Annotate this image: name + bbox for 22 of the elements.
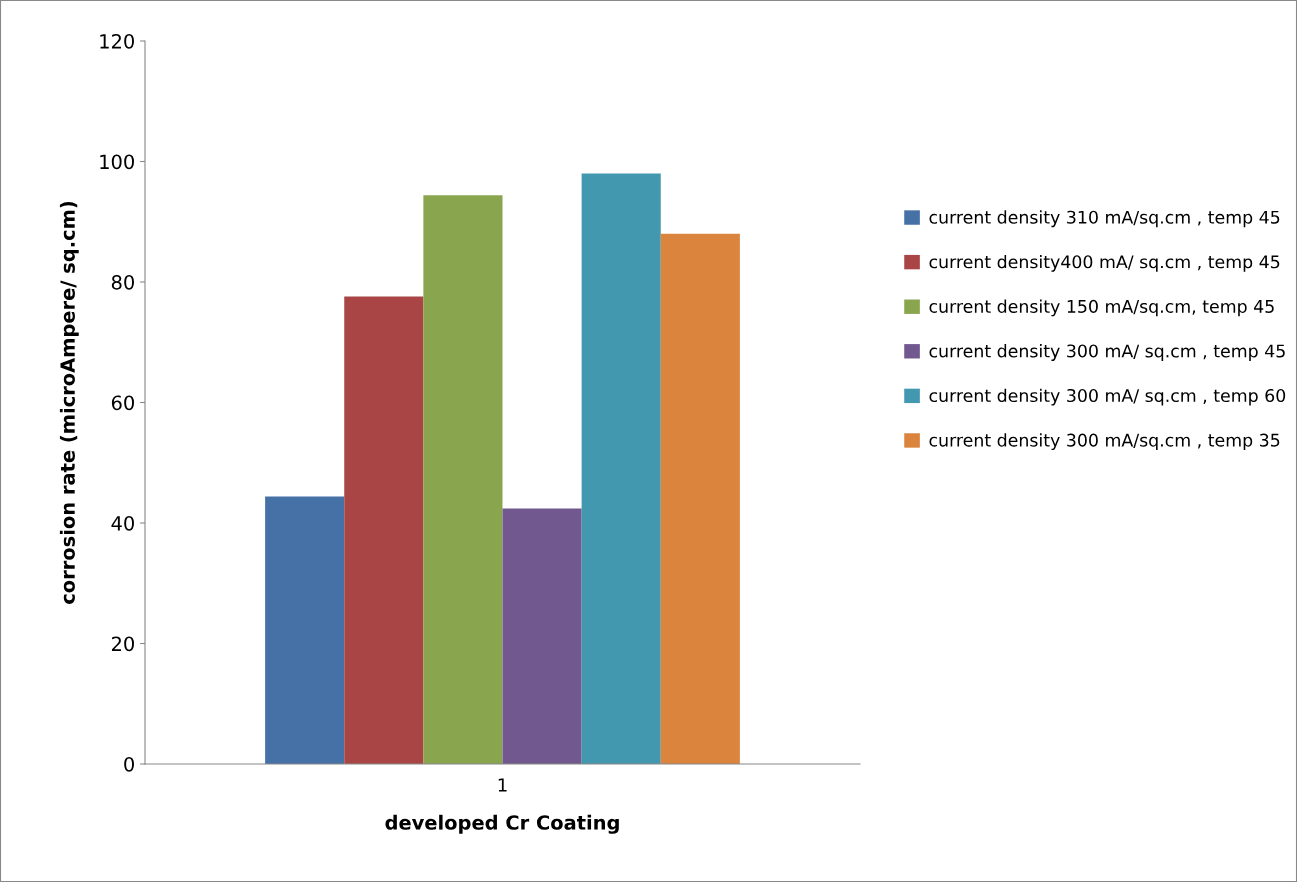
y-tick-label: 0 — [124, 756, 134, 772]
legend-label: current density400 mA/ sq.cm , temp 45 — [929, 254, 1280, 272]
bar — [423, 195, 503, 764]
legend-label: current density 300 mA/ sq.cm , temp 60 — [929, 388, 1286, 406]
y-tick-label: 20 — [111, 636, 134, 652]
y-tick-label: 100 — [100, 154, 134, 170]
x-tick-label: 1 — [498, 778, 507, 792]
legend-label: current density 310 mA/sq.cm , temp 45 — [929, 210, 1280, 228]
bar — [344, 296, 424, 764]
y-tick-label: 80 — [111, 274, 134, 290]
x-axis-title: developed Cr Coating — [385, 814, 619, 834]
legend-label: current density 300 mA/sq.cm , temp 35 — [929, 433, 1280, 451]
y-tick-label: 60 — [111, 395, 134, 411]
legend-label: current density 150 mA/sq.cm, temp 45 — [929, 299, 1274, 317]
y-tick-label: 40 — [111, 515, 134, 531]
bar — [581, 173, 661, 764]
bar — [265, 496, 345, 764]
legend-label: current density 300 mA/ sq.cm , temp 45 — [929, 344, 1285, 361]
bar — [502, 508, 582, 764]
bar — [660, 233, 740, 764]
y-tick-label: 120 — [100, 33, 134, 49]
y-axis-title: corrosion rate (microAmpere/ sq.cm) — [59, 201, 79, 604]
